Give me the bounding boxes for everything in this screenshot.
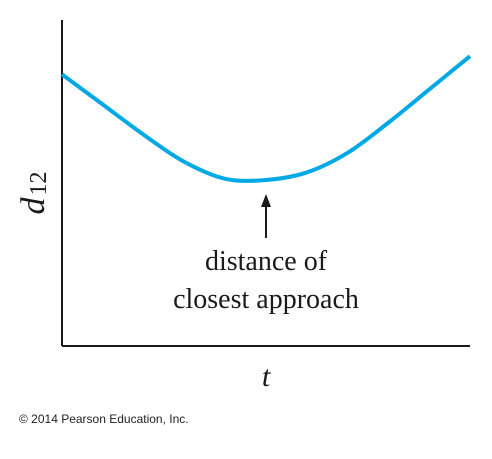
y-axis-label-main: d (15, 197, 52, 215)
svg-text:d12: d12 (15, 172, 52, 215)
x-axis-label: t (262, 360, 271, 393)
annotation-text-line2: closest approach (173, 284, 359, 315)
closest-approach-annotation: distance of closest approach (173, 194, 359, 315)
annotation-text-line1: distance of (205, 246, 328, 277)
copyright-text: © 2014 Pearson Education, Inc. (19, 412, 189, 426)
annotation-arrow-head (261, 194, 271, 207)
y-axis-label-subscript: 12 (26, 172, 52, 196)
y-axis-label: d12 (15, 172, 52, 215)
series-line (62, 56, 470, 181)
